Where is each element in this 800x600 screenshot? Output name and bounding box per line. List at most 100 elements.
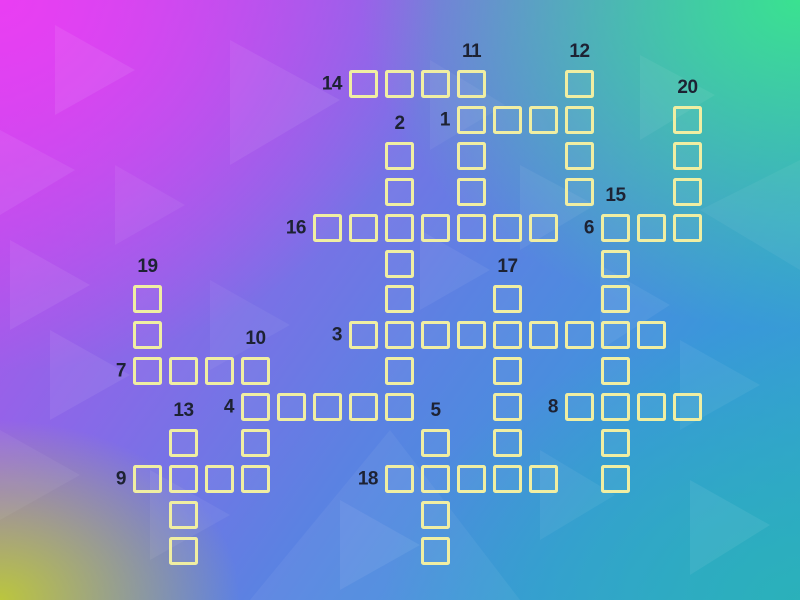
crossword-cell[interactable] [601,357,630,386]
crossword-cell[interactable] [637,393,666,422]
crossword-cell[interactable] [493,429,522,457]
crossword-cell[interactable] [385,464,414,493]
crossword-cell[interactable] [457,141,486,170]
clue-number-label: 16 [285,217,307,239]
crossword-cell[interactable] [313,213,342,242]
crossword-cell[interactable] [601,321,630,350]
crossword-cell[interactable] [241,357,270,386]
crossword-cell[interactable] [349,321,378,350]
crossword-cell[interactable] [565,141,594,170]
crossword-cell[interactable] [349,70,378,98]
crossword-cell[interactable] [673,177,702,206]
crossword-cell[interactable] [529,464,558,493]
crossword-cell[interactable] [529,105,558,134]
crossword-cell[interactable] [385,213,414,242]
clue-number-label: 3 [331,324,343,346]
crossword-cell[interactable] [385,249,414,278]
clue-number-label: 10 [245,328,266,350]
clue-number-label: 18 [357,468,379,490]
crossword-cell[interactable] [133,285,162,314]
clue-number-label: 14 [321,73,343,95]
crossword-cell[interactable] [673,141,702,170]
crossword-cell[interactable] [205,357,234,386]
clue-number-label: 15 [605,184,626,206]
crossword-cell[interactable] [493,357,522,386]
clue-number-label: 6 [583,217,595,239]
clue-number-label: 11 [461,41,482,62]
crossword-cell[interactable] [565,177,594,206]
crossword-cell[interactable] [457,70,486,98]
crossword-cell[interactable] [457,213,486,242]
clue-number-label: 5 [430,400,441,421]
clue-number-label: 2 [394,112,405,134]
crossword-cell[interactable] [205,464,234,493]
clue-number-label: 8 [547,396,559,418]
crossword-cell[interactable] [133,464,162,493]
crossword-cell[interactable] [385,357,414,386]
crossword-cell[interactable] [169,429,198,457]
clue-number-label: 7 [115,360,127,382]
crossword-cell[interactable] [601,429,630,457]
crossword-cell[interactable] [493,213,522,242]
clue-number-label: 13 [173,400,194,421]
crossword-cell[interactable] [385,141,414,170]
crossword-cell[interactable] [241,464,270,493]
crossword-cell[interactable] [601,464,630,493]
crossword-cell[interactable] [565,393,594,422]
crossword-cell[interactable] [673,105,702,134]
crossword-cell[interactable] [313,393,342,422]
crossword-cell[interactable] [601,393,630,422]
crossword-cell[interactable] [421,70,450,98]
crossword-cell[interactable] [421,536,450,565]
crossword-cell[interactable] [565,105,594,134]
crossword-cell[interactable] [565,70,594,98]
crossword-cell[interactable] [277,393,306,422]
crossword-cell[interactable] [457,105,486,134]
crossword-cell[interactable] [385,70,414,98]
crossword-cell[interactable] [385,393,414,422]
crossword-cell[interactable] [133,321,162,350]
clue-number-label: 4 [223,396,235,418]
crossword-cell[interactable] [457,464,486,493]
crossword-cell[interactable] [421,500,450,529]
crossword-cell[interactable] [493,393,522,422]
clue-number-label: 20 [677,76,698,98]
crossword-cell[interactable] [241,393,270,422]
crossword-cell[interactable] [493,464,522,493]
clue-number-label: 12 [569,41,590,62]
crossword-cell[interactable] [385,321,414,350]
crossword-cell[interactable] [241,429,270,457]
crossword-cell[interactable] [529,213,558,242]
crossword-cell[interactable] [421,213,450,242]
crossword-cell[interactable] [529,321,558,350]
crossword-cell[interactable] [421,464,450,493]
crossword-cell[interactable] [637,321,666,350]
clue-number-label: 9 [115,468,127,490]
clue-number-label: 1 [439,109,451,131]
crossword-cell[interactable] [493,285,522,314]
crossword-cell[interactable] [169,357,198,386]
crossword-cell[interactable] [169,536,198,565]
crossword-cell[interactable] [133,357,162,386]
crossword-cell[interactable] [673,213,702,242]
crossword-cell[interactable] [385,177,414,206]
crossword-cell[interactable] [601,285,630,314]
crossword-cell[interactable] [457,177,486,206]
crossword-cell[interactable] [601,249,630,278]
crossword-cell[interactable] [349,393,378,422]
crossword-cell[interactable] [169,464,198,493]
crossword-cell[interactable] [169,500,198,529]
crossword-cell[interactable] [673,393,702,422]
crossword-cell[interactable] [457,321,486,350]
crossword-cell[interactable] [349,213,378,242]
crossword-cell[interactable] [565,321,594,350]
crossword-cell[interactable] [421,321,450,350]
crossword-cell[interactable] [493,105,522,134]
crossword-cell[interactable] [637,213,666,242]
crossword-cell[interactable] [493,321,522,350]
crossword-cell[interactable] [385,285,414,314]
crossword-cell[interactable] [421,429,450,457]
crossword-cell[interactable] [601,213,630,242]
